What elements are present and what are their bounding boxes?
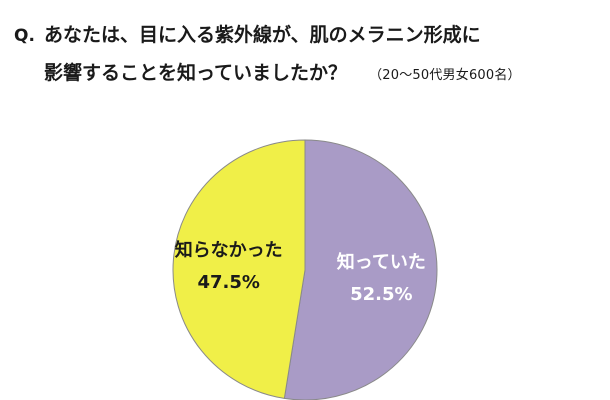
question-prefix: Q. (14, 26, 35, 46)
pie-slice-did-not-know (172, 139, 306, 399)
pie-labels: 知っていた 52.5% 知らなかった 47.5% (175, 239, 426, 305)
sample-note: （20～50代男女600名） (369, 68, 521, 83)
question-title: Q. あなたは、目に入る紫外線が、肌のメラニン形成に 影響することを知っていまし… (14, 22, 604, 89)
value-knew: 52.5% (350, 284, 412, 305)
pie-slices (172, 139, 438, 400)
question-text-1: あなたは、目に入る紫外線が、肌のメラニン形成に (44, 24, 481, 46)
question-line-2: 影響することを知っていましたか？ （20～50代男女600名） (14, 60, 604, 89)
value-did-not-know: 47.5% (197, 272, 259, 293)
question-text-2: 影響することを知っていましたか？ (44, 62, 348, 84)
label-knew: 知っていた (337, 251, 426, 273)
pie-slice-knew (283, 139, 438, 400)
question-line-1: Q. あなたは、目に入る紫外線が、肌のメラニン形成に (14, 22, 604, 49)
label-did-not-know: 知らなかった (175, 239, 283, 261)
